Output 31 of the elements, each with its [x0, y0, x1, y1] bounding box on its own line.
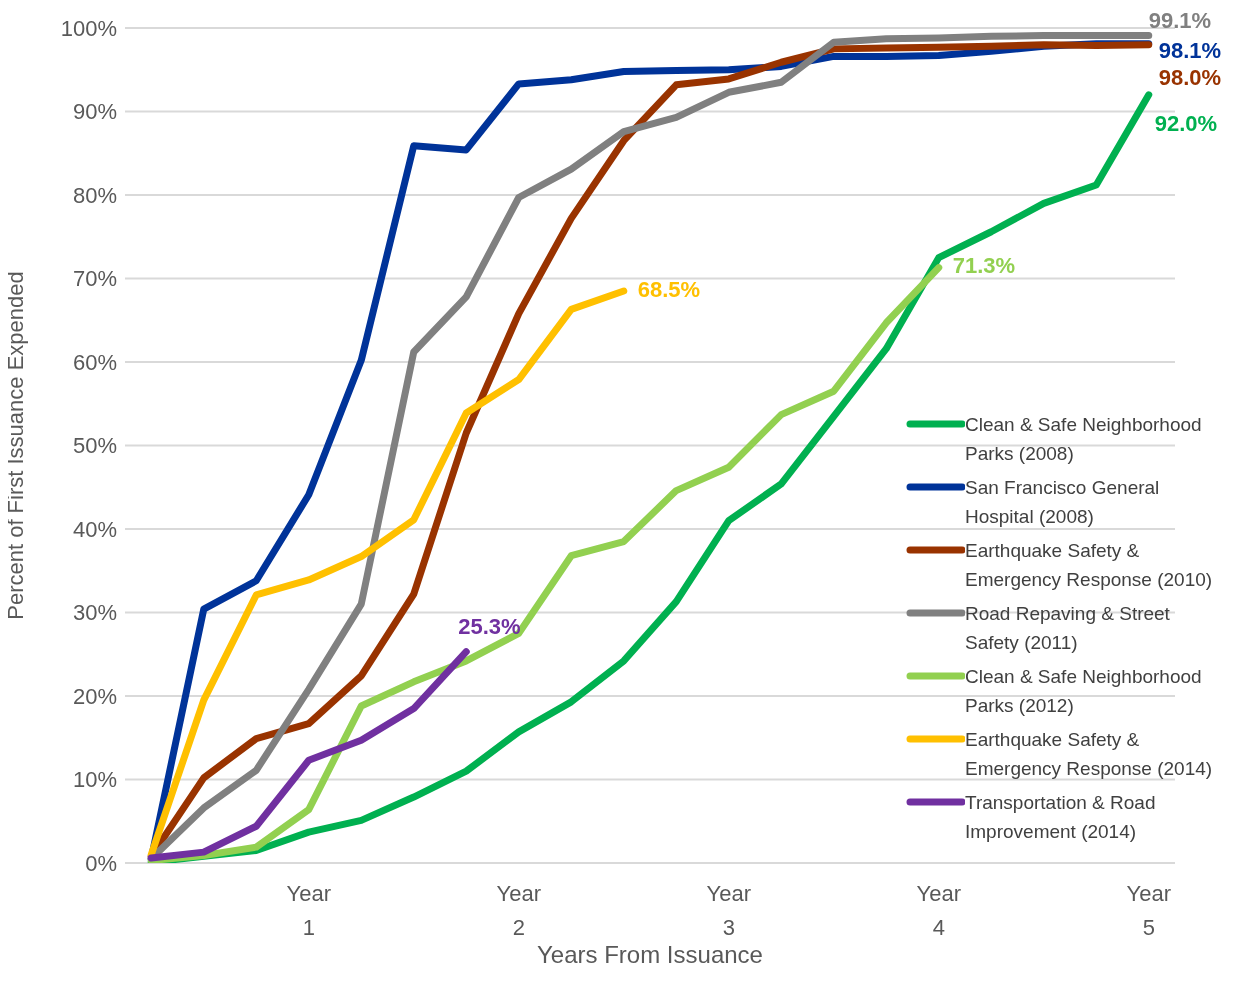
data-label: 98.0%: [1158, 64, 1222, 90]
y-tick-label: 20%: [72, 683, 117, 709]
data-label: 92.0%: [1154, 110, 1218, 136]
x-tick-label: Year 4: [916, 881, 961, 940]
y-tick-label: 90%: [72, 99, 117, 125]
legend-label: Earthquake Safety & Emergency Response (2010): [965, 539, 1214, 592]
y-tick-label: 30%: [72, 600, 117, 626]
y-tick-label: 60%: [72, 349, 117, 375]
legend-label: Clean & Safe Neighborhood Parks (2008): [965, 413, 1203, 466]
x-tick-label: Year 3: [706, 881, 751, 940]
y-tick-label: 0%: [85, 850, 117, 876]
data-label: 98.1%: [1158, 37, 1222, 63]
y-tick-label: 100%: [60, 15, 117, 41]
y-tick-label: 70%: [72, 266, 117, 292]
legend-label: Clean & Safe Neighborhood Parks (2012): [965, 665, 1203, 718]
x-tick-label: Year 2: [496, 881, 541, 940]
y-tick-label: 80%: [72, 182, 117, 208]
data-label: 25.3%: [458, 613, 521, 639]
y-tick-label: 40%: [72, 516, 117, 542]
data-label: 99.1%: [1148, 8, 1212, 34]
x-axis-title: Years From Issuance: [537, 941, 763, 968]
y-tick-label: 50%: [72, 433, 117, 459]
data-label: 71.3%: [952, 253, 1016, 279]
legend-label: Transportation & Road Improvement (2014): [965, 791, 1157, 844]
legend-label: San Francisco General Hospital (2008): [965, 476, 1161, 529]
x-tick-label: Year 1: [286, 881, 331, 940]
data-label: 68.5%: [637, 276, 701, 302]
legend-label: Road Repaving & Street Safety (2011): [965, 602, 1171, 655]
legend-label: Earthquake Safety & Emergency Response (2014): [965, 728, 1214, 781]
x-tick-label: Year 5: [1126, 881, 1171, 940]
y-tick-label: 10%: [72, 767, 117, 793]
